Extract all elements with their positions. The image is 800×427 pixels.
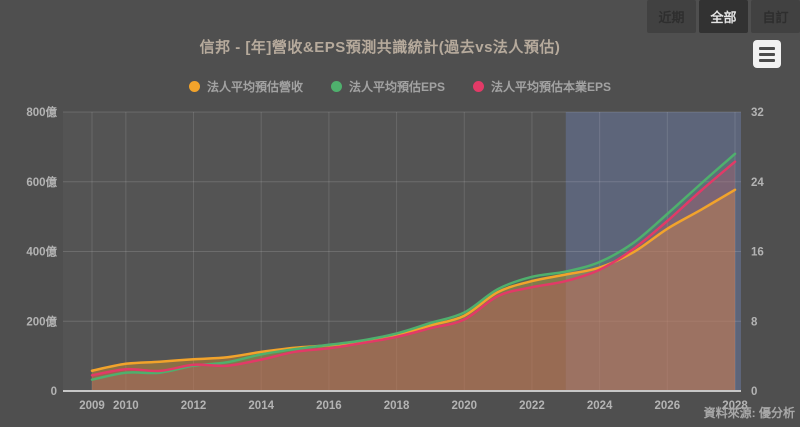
chart-legend: 法人平均預估營收 法人平均預估EPS 法人平均預估本業EPS [0,78,800,95]
left-axis-label: 600億 [26,175,57,189]
range-button-custom[interactable]: 自訂 [751,0,800,33]
legend-label: 法人平均預估本業EPS [491,80,612,94]
range-button-recent[interactable]: 近期 [647,0,696,33]
series-line-2[interactable] [90,160,737,377]
right-axis-label: 16 [751,247,764,259]
range-button-all[interactable]: 全部 [699,0,748,33]
right-axis-label: 24 [751,177,764,189]
x-axis-label: 2018 [384,400,410,412]
legend-item-core-eps[interactable]: 法人平均預估本業EPS [473,78,611,95]
x-axis-label: 2016 [316,400,342,412]
x-axis-label: 2010 [113,400,139,412]
x-axis-label: 2009 [79,400,105,412]
left-axis-label: 400億 [26,245,57,259]
data-source-note: 資料來源: 優分析 [703,406,795,420]
x-axis-label: 2020 [451,400,477,412]
range-selector: 近期 全部 自訂 [647,0,800,33]
left-axis-label: 0 [51,386,57,398]
series-area-2 [92,161,735,391]
x-axis-label: 2012 [181,400,207,412]
x-axis-label: 2022 [519,400,545,412]
chart-title: 信邦 - [年]營收&EPS預測共識統計(過去vs法人預估) [199,39,561,56]
right-axis-label: 0 [751,386,757,398]
revenue-legend-dot-icon [188,81,200,92]
right-axis-label: 8 [751,316,758,328]
series-line-0[interactable] [90,188,737,373]
series-area-1 [92,153,735,391]
x-axis-label: 2028 [722,400,748,412]
x-axis-label: 2014 [248,400,274,412]
x-axis-label: 2024 [587,400,613,412]
legend-item-eps[interactable]: 法人平均預估EPS [330,78,445,95]
legend-item-revenue[interactable]: 法人平均預估營收 [188,78,303,95]
right-axis-label: 32 [751,107,764,119]
left-axis-label: 200億 [26,314,57,328]
core-eps-legend-dot-icon [473,81,484,92]
eps-legend-dot-icon [330,81,342,92]
hamburger-menu-icon[interactable] [753,40,781,68]
x-axis-label: 2026 [655,400,681,412]
legend-label: 法人平均預估營收 [206,80,303,94]
forecast-band [565,112,741,391]
left-axis-label: 800億 [26,105,57,119]
series-area-0 [92,189,735,391]
legend-label: 法人平均預估EPS [348,80,445,94]
